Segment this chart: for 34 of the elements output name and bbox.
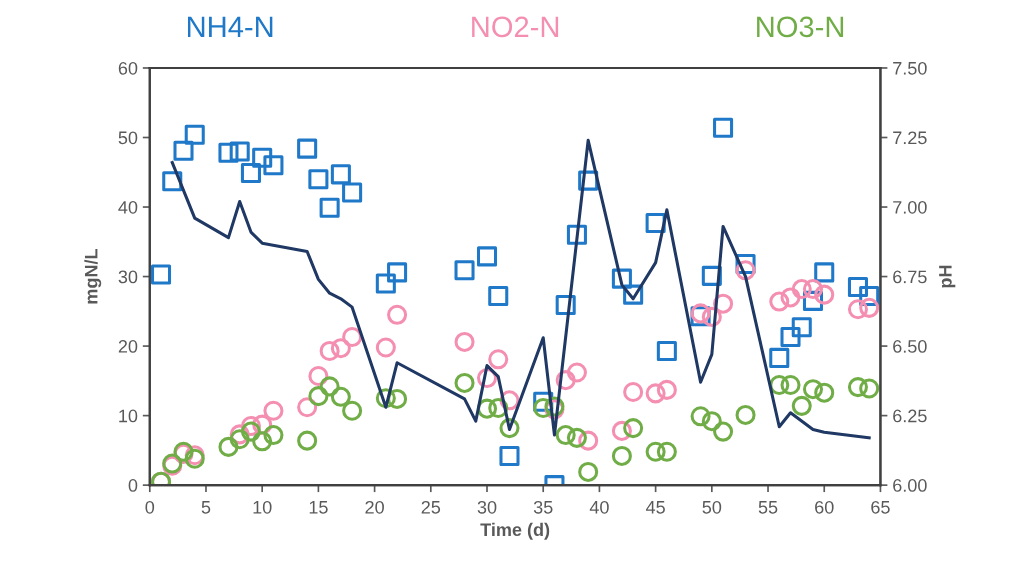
y-tick-label: 0	[128, 479, 138, 492]
text: NH4-N	[187, 16, 273, 37]
x-tick-label: 45	[645, 501, 665, 514]
x-axis-title: Time (d)	[480, 522, 550, 540]
x-tick-label: 55	[758, 501, 778, 514]
x-tick-label: 0	[145, 500, 155, 514]
x-tick-label: 20	[365, 500, 384, 514]
x-tick-label: 50	[702, 500, 722, 514]
y-tick-label: 50	[118, 131, 138, 145]
x-tick-label: 5	[201, 501, 211, 514]
x-tick-label: 60	[815, 500, 834, 514]
x-tick-label: 40	[589, 500, 609, 514]
x-tick-label: 10	[253, 500, 272, 514]
y-tick-label: 60	[118, 61, 138, 75]
x-tick-label: 35	[533, 500, 553, 514]
y2-tick-label: 6.75	[893, 270, 927, 284]
y-tick-label: 20	[118, 340, 138, 353]
y-tick-label: 40	[118, 200, 138, 214]
x-tick-label: 65	[871, 500, 890, 514]
x-tick-label: 25	[421, 500, 441, 514]
x-tick-label: 30	[477, 500, 497, 514]
x-tick-label: 15	[309, 501, 328, 514]
y2-tick-label: 7.00	[893, 200, 927, 214]
y-tick-label: 30	[118, 270, 138, 284]
text: NO2-N	[472, 16, 559, 38]
y2-tick-label: 6.50	[893, 340, 927, 353]
text: NO3-N	[757, 16, 844, 38]
y-axis-title: mgN/L	[84, 249, 102, 304]
y-tick-label: 10	[119, 409, 138, 423]
y2-tick-label: 6.00	[893, 479, 927, 492]
y2-axis-title: pH	[939, 265, 956, 288]
y2-tick-label: 7.50	[893, 61, 927, 75]
y2-tick-label: 6.25	[893, 409, 927, 423]
y2-tick-label: 7.25	[893, 131, 927, 145]
